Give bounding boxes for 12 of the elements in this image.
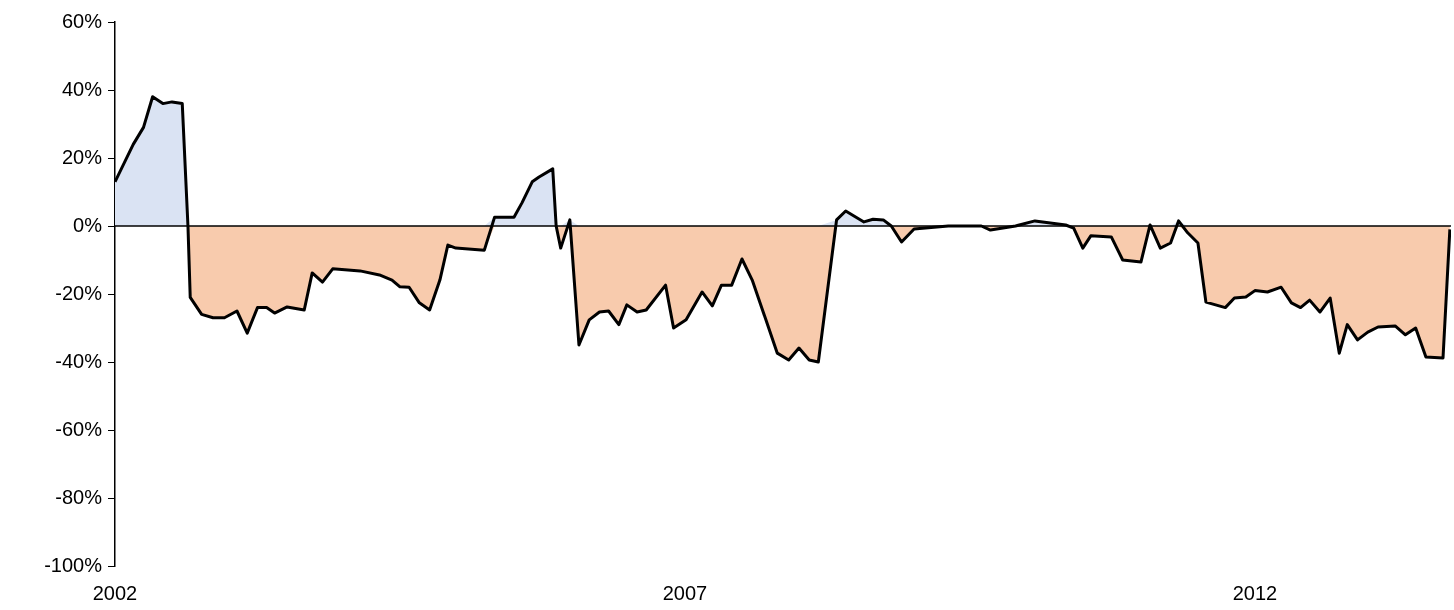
y-tick-label: -80% xyxy=(55,485,103,508)
y-tick-label: -20% xyxy=(55,281,103,304)
y-tick-label: -60% xyxy=(55,417,103,440)
x-tick-label: 2007 xyxy=(662,581,708,604)
y-tick-label: 20% xyxy=(61,145,103,168)
y-tick-label: -100% xyxy=(44,553,103,576)
y-tick-label: 40% xyxy=(61,77,103,100)
x-tick-label: 2012 xyxy=(1232,581,1278,604)
y-tick-label: 0% xyxy=(73,213,103,236)
x-tick-label: 2002 xyxy=(92,581,138,604)
y-tick-label: -40% xyxy=(55,349,103,372)
y-tick-label: 60% xyxy=(61,9,103,32)
